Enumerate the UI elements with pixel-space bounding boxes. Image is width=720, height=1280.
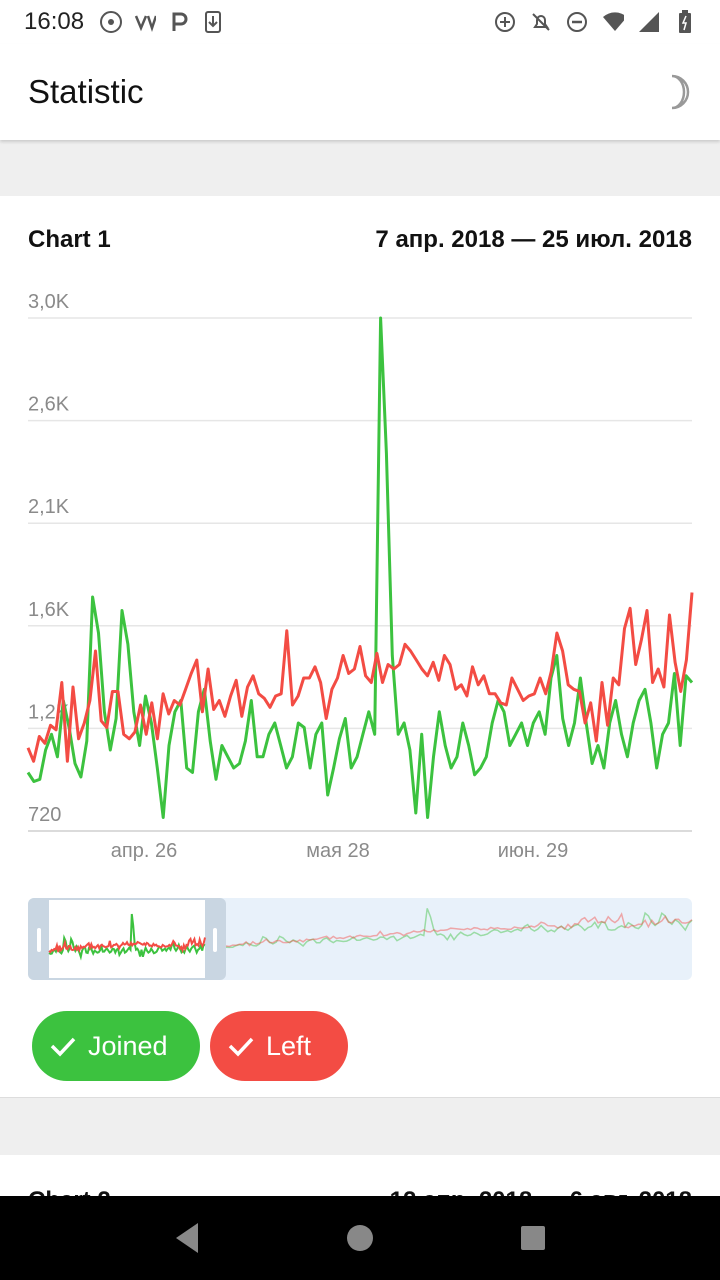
status-time: 16:08: [24, 8, 85, 35]
x-tick-label: июн. 29: [498, 840, 569, 862]
back-icon[interactable]: [172, 1221, 202, 1255]
y-tick-label: 3,0K: [28, 291, 70, 313]
status-bar: 16:08: [0, 0, 720, 44]
y-tick-label: 720: [28, 804, 61, 826]
data-saver-icon: [494, 11, 516, 33]
download-icon: [202, 11, 224, 33]
series-line-joined: [26, 316, 694, 819]
app-bar: Statistic: [0, 44, 720, 140]
wifi-icon: [602, 11, 624, 33]
y-tick-label: 2,6K: [28, 394, 70, 416]
notification-p-icon: [168, 11, 190, 33]
joined-toggle-button[interactable]: Joined: [32, 1011, 200, 1081]
page-title: Statistic: [28, 73, 144, 110]
chart-card-2: Chart 2 12 апр. 2018 — 6 авг. 2018: [0, 1155, 720, 1197]
battery-icon: [674, 10, 696, 33]
home-icon[interactable]: [345, 1223, 375, 1253]
recents-icon[interactable]: [518, 1223, 548, 1253]
notification-app-icon: [100, 11, 123, 33]
check-icon: [228, 1037, 254, 1057]
range-left-handle[interactable]: [37, 928, 41, 952]
mini-series-left: [48, 935, 206, 954]
notification-vpn-icon: [134, 11, 157, 33]
do-not-disturb-icon: [566, 11, 588, 33]
chart-2-date-range: 12 апр. 2018 — 6 авг. 2018: [390, 1187, 692, 1197]
left-label: Left: [266, 1030, 312, 1061]
range-right-handle[interactable]: [213, 928, 217, 952]
series-line-left: [26, 592, 694, 763]
system-navigation-bar: [0, 1196, 720, 1280]
x-tick-label: апр. 26: [111, 840, 177, 862]
cell-signal-icon: [638, 11, 660, 33]
chart-2-title: Chart 2: [28, 1187, 111, 1197]
mini-series-overview-joined: [225, 908, 693, 949]
left-toggle-button[interactable]: Left: [210, 1011, 348, 1081]
range-window[interactable]: [49, 900, 205, 978]
check-icon: [50, 1037, 76, 1057]
chart-title: Chart 1: [28, 226, 111, 253]
joined-label: Joined: [88, 1030, 168, 1061]
chart-card: Chart 1 7 апр. 2018 — 25 июл. 2018 3,0K 2…: [0, 196, 720, 1098]
y-tick-label: 2,1K: [28, 496, 70, 518]
x-tick-label: мая 28: [306, 840, 370, 862]
mini-series-overview-left: [225, 912, 693, 948]
mute-bell-icon: [530, 11, 552, 33]
night-mode-moon-icon[interactable]: [652, 72, 692, 112]
y-tick-label: 1,6K: [28, 599, 70, 621]
range-selector-chart[interactable]: [0, 896, 720, 996]
chart-date-range: 7 апр. 2018 — 25 июл. 2018: [375, 226, 692, 253]
